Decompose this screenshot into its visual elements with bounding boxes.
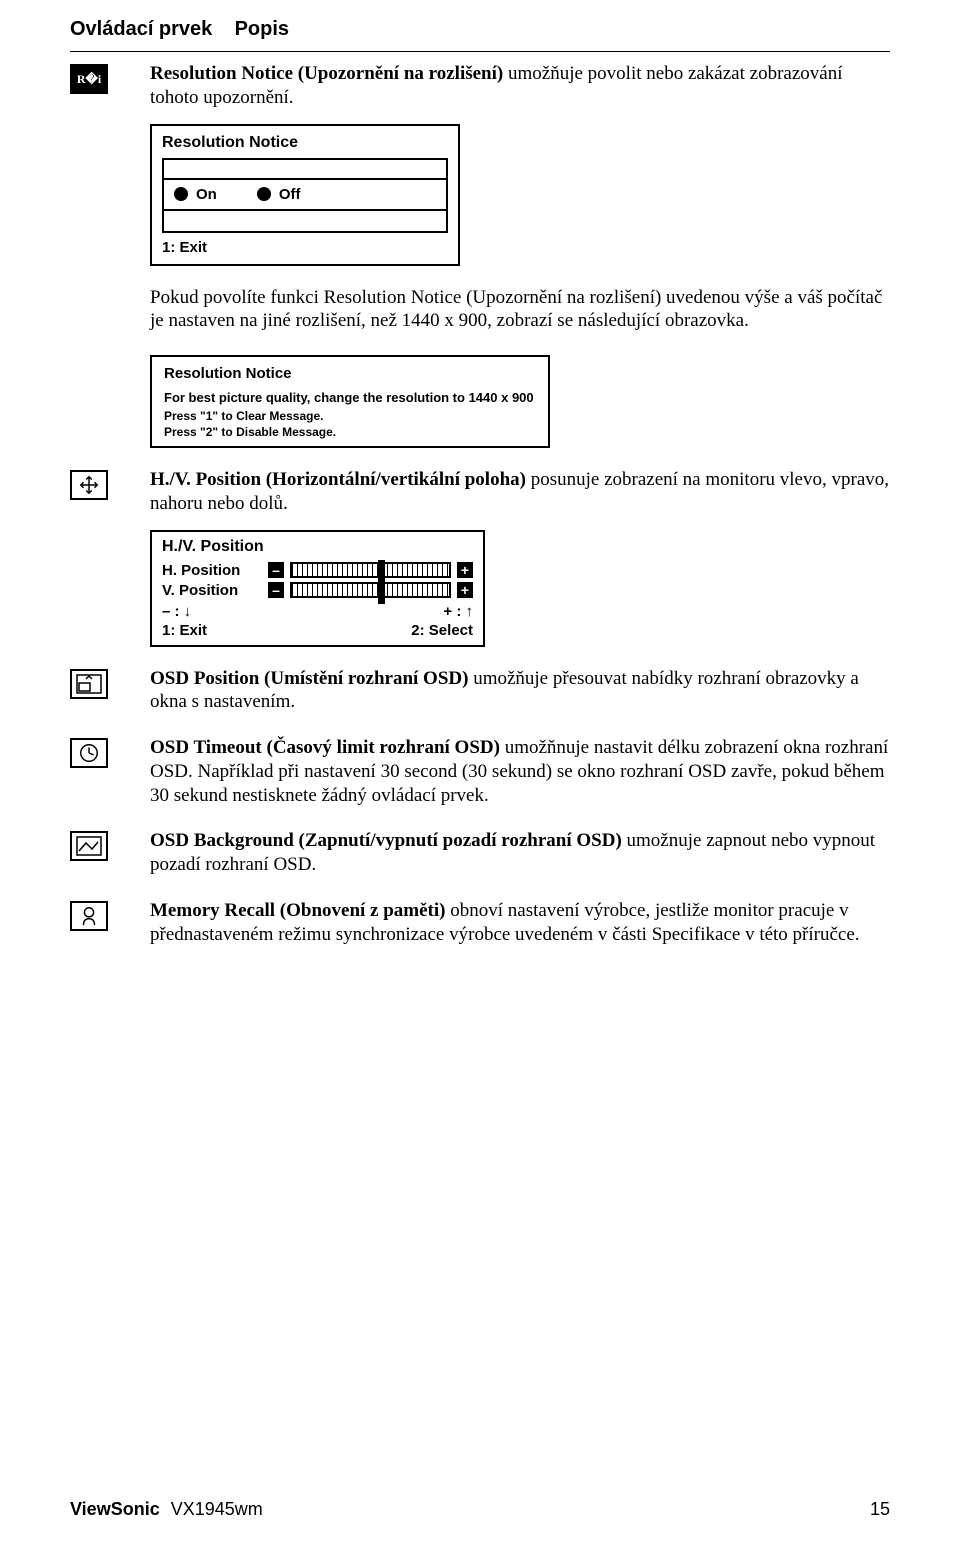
h-slider[interactable] (290, 562, 451, 578)
osd-panel-hv-position: H./V. Position H. Position – + V. Positi… (150, 530, 485, 647)
move-icon (70, 470, 108, 500)
entry-resolution-followup: Pokud povolíte funkci Resolution Notice … (70, 286, 890, 334)
osd-position-text: OSD Position (Umístění rozhraní OSD) umo… (150, 667, 890, 715)
osd-position-bold: OSD Position (Umístění rozhraní OSD) (150, 668, 468, 689)
resolution-followup-text: Pokud povolíte funkci Resolution Notice … (150, 286, 890, 334)
plus-legend: + : ↑ (443, 603, 473, 620)
header-col2: Popis (235, 18, 289, 40)
hv-legend: – : ↓ + : ↑ (162, 603, 473, 620)
panel2-line3: Press "2" to Disable Message. (164, 425, 536, 441)
footer-left: ViewSonic VX1945wm (70, 1499, 263, 1520)
osd-position-icon (70, 669, 108, 699)
osd-panel-resolution-toggle: Resolution Notice On Off 1: Exit (150, 124, 460, 266)
table-header: Ovládací prvek Popis (70, 18, 890, 51)
panel2-line2: Press "1" to Clear Message. (164, 409, 536, 425)
osd-timeout-text: OSD Timeout (Časový limit rozhraní OSD) … (150, 736, 890, 807)
panel3-exit: 1: Exit (162, 622, 207, 639)
memory-recall-text: Memory Recall (Obnovení z paměti) obnoví… (150, 899, 890, 947)
minus-icon[interactable]: – (268, 562, 284, 578)
minus-legend: – : ↓ (162, 603, 191, 620)
plus-icon[interactable]: + (457, 562, 473, 578)
hv-text: H./V. Position (Horizontální/vertikální … (150, 468, 890, 516)
radio-dot-icon (174, 187, 188, 201)
panel2-title: Resolution Notice (164, 365, 536, 382)
entry-osd-position: OSD Position (Umístění rozhraní OSD) umo… (70, 667, 890, 715)
osd-background-text: OSD Background (Zapnutí/vypnutí pozadí r… (150, 829, 890, 877)
osd-background-bold: OSD Background (Zapnutí/vypnutí pozadí r… (150, 830, 622, 851)
resolution-text: Resolution Notice (Upozornění na rozliše… (150, 62, 890, 110)
memory-recall-icon (70, 901, 108, 931)
osd-panel-resolution-message: Resolution Notice For best picture quali… (150, 355, 550, 448)
osd-background-icon (70, 831, 108, 861)
panel3-select: 2: Select (411, 622, 473, 639)
panel1-row-options: On Off (162, 180, 448, 211)
page-footer: ViewSonic VX1945wm 15 (70, 1499, 890, 1520)
header-rule (70, 51, 890, 52)
hv-bold: H./V. Position (Horizontální/vertikální … (150, 469, 526, 490)
footer-brand: ViewSonic (70, 1499, 160, 1519)
entry-hv-position: H./V. Position (Horizontální/vertikální … (70, 468, 890, 516)
header-col1: Ovládací prvek (70, 18, 212, 40)
h-position-row: H. Position – + (162, 562, 473, 579)
entry-osd-timeout: OSD Timeout (Časový limit rozhraní OSD) … (70, 736, 890, 807)
entry-osd-background: OSD Background (Zapnutí/vypnutí pozadí r… (70, 829, 890, 877)
panel1-on[interactable]: On (174, 186, 217, 203)
memory-recall-bold: Memory Recall (Obnovení z paměti) (150, 900, 445, 921)
panel1-row-empty2 (162, 211, 448, 233)
footer-page: 15 (870, 1499, 890, 1520)
hv-footer: 1: Exit 2: Select (162, 622, 473, 639)
minus-icon[interactable]: – (268, 582, 284, 598)
panel3-title: H./V. Position (162, 538, 473, 556)
v-position-label: V. Position (162, 582, 262, 599)
osd-timeout-bold: OSD Timeout (Časový limit rozhraní OSD) (150, 737, 500, 758)
clock-icon (70, 738, 108, 768)
panel1-row-empty1 (162, 158, 448, 180)
resolution-icon: R�i (70, 64, 108, 94)
plus-icon[interactable]: + (457, 582, 473, 598)
v-slider-knob (378, 580, 385, 604)
panel2-line1: For best picture quality, change the res… (164, 390, 536, 405)
radio-dot-icon (257, 187, 271, 201)
h-position-label: H. Position (162, 562, 262, 579)
v-position-row: V. Position – + (162, 582, 473, 599)
entry-resolution-notice: R�i Resolution Notice (Upozornění na roz… (70, 62, 890, 110)
panel1-off[interactable]: Off (257, 186, 301, 203)
panel1-title: Resolution Notice (162, 134, 448, 152)
entry-memory-recall: Memory Recall (Obnovení z paměti) obnoví… (70, 899, 890, 947)
footer-model: VX1945wm (171, 1499, 263, 1519)
v-slider[interactable] (290, 582, 451, 598)
resolution-bold: Resolution Notice (Upozornění na rozliše… (150, 63, 503, 84)
panel1-exit: 1: Exit (162, 233, 448, 256)
